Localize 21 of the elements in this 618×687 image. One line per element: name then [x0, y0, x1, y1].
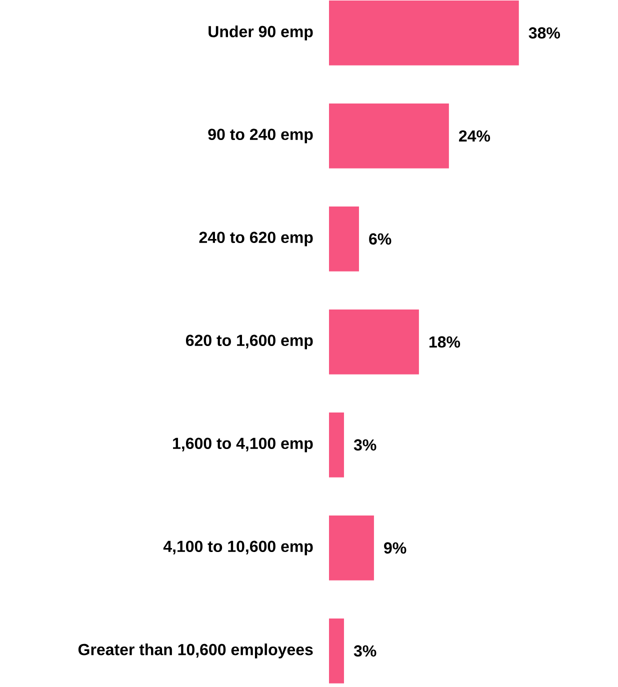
data-label: 18%	[429, 336, 460, 348]
bar	[329, 206, 359, 272]
data-label: 3%	[354, 439, 376, 451]
bar	[329, 0, 519, 66]
y-tick-label: Under 90 emp	[208, 26, 313, 40]
data-label: 6%	[369, 233, 392, 245]
bar	[329, 516, 374, 580]
y-tick-label: 90 to 240 emp	[208, 128, 313, 144]
data-label: 38%	[528, 27, 560, 39]
data-label: 24%	[459, 130, 490, 142]
y-tick-label: 620 to 1,600 emp	[186, 334, 313, 350]
y-tick-label: 1,600 to 4,100 emp	[173, 438, 313, 452]
data-label: 3%	[354, 645, 376, 657]
data-label: 9%	[384, 542, 406, 554]
y-tick-label: 4,100 to 10,600 emp	[163, 540, 313, 556]
bar	[329, 618, 344, 684]
y-tick-label: 240 to 620 emp	[199, 232, 313, 246]
y-tick-label: Greater than 10,600 employees	[78, 644, 313, 658]
bar	[329, 412, 344, 478]
bar	[329, 310, 419, 374]
bar	[329, 104, 449, 168]
